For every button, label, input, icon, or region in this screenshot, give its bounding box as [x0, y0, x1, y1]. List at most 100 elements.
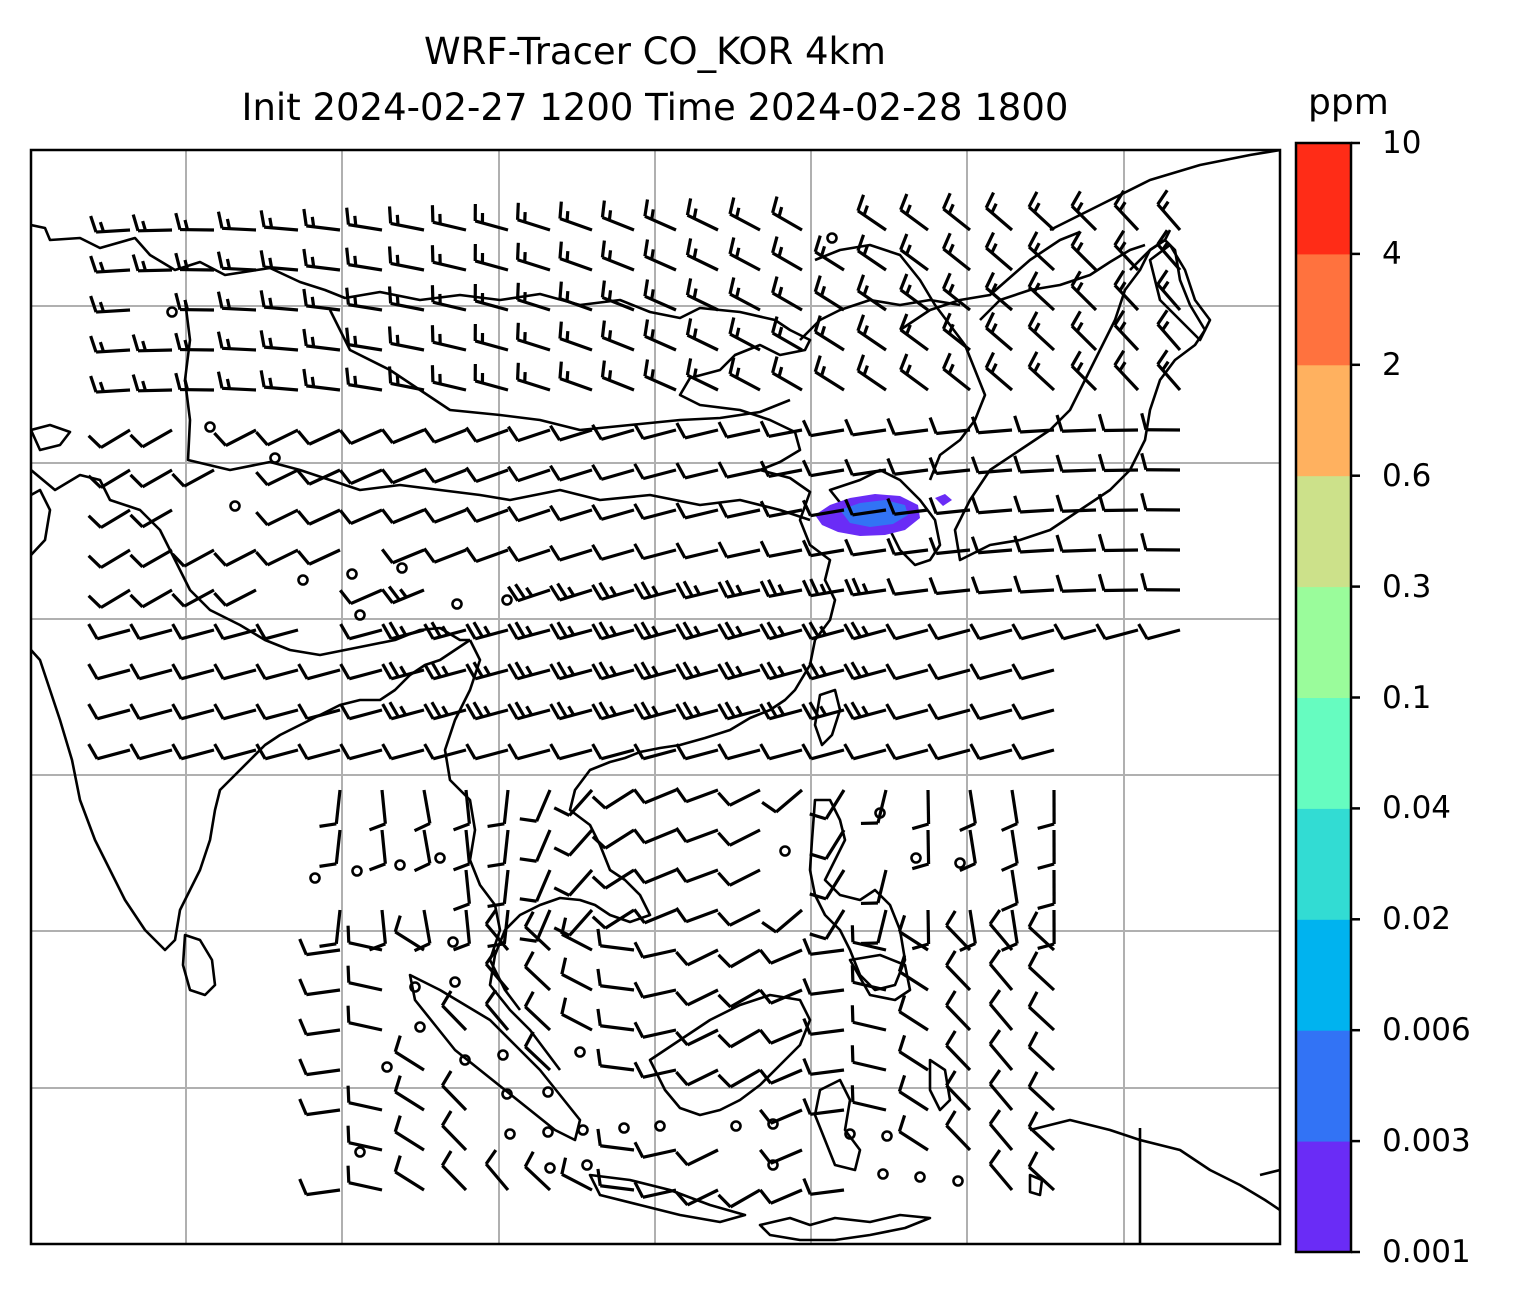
wind-barb	[558, 281, 593, 312]
wind-barb	[440, 990, 468, 1032]
calm-wind-marker	[459, 1054, 471, 1066]
coastline-misc	[31, 423, 72, 556]
wind-barb	[850, 965, 887, 992]
coastline-mindanao	[848, 953, 912, 1002]
wind-barb	[515, 322, 551, 352]
wind-barb	[685, 358, 719, 392]
wind-barb	[591, 828, 635, 850]
wind-barb	[1156, 229, 1182, 272]
wind-barb	[758, 1028, 803, 1045]
wind-barb	[338, 468, 383, 486]
wind-barb	[1013, 455, 1055, 474]
wind-barb	[591, 423, 635, 441]
wind-barb	[801, 539, 845, 558]
wind-barb	[368, 829, 387, 872]
calm-wind-marker	[542, 1086, 554, 1098]
wind-barb	[381, 661, 425, 681]
wind-barb	[216, 291, 257, 312]
wind-barb	[464, 546, 509, 564]
wind-barb	[591, 621, 635, 641]
wind-barb	[1037, 829, 1056, 870]
wind-barb	[675, 988, 719, 1007]
wind-barb	[255, 468, 299, 487]
wind-barb	[1070, 270, 1098, 312]
wind-barb	[633, 423, 677, 441]
wind-barb	[171, 703, 215, 721]
wind-barb	[452, 789, 471, 832]
wind-barb	[523, 950, 552, 992]
wind-barb	[802, 1057, 845, 1076]
wind-barb	[297, 548, 341, 566]
wind-barb	[759, 500, 803, 519]
wind-barb	[297, 468, 341, 486]
colorbar-segment	[1296, 697, 1351, 809]
wind-barb	[596, 928, 635, 952]
wind-barb	[507, 583, 551, 603]
wind-barb	[674, 787, 719, 804]
wind-barb	[758, 988, 803, 1005]
wind-barb	[255, 508, 299, 527]
wind-barb	[319, 909, 342, 948]
wind-barb	[945, 910, 972, 952]
coastline-okhotsk	[899, 230, 1081, 332]
wind-barb	[393, 915, 425, 952]
calm-wind-marker	[434, 852, 446, 864]
wind-barb	[387, 246, 425, 272]
wind-barb	[675, 743, 719, 761]
wind-barb	[759, 743, 803, 761]
calm-wind-marker	[826, 232, 838, 244]
wind-barb	[801, 661, 845, 681]
wind-barb	[643, 239, 677, 272]
wind-barb	[553, 788, 594, 817]
calm-wind-marker	[394, 859, 406, 871]
wind-barb	[422, 547, 467, 564]
calm-wind-marker	[354, 1146, 366, 1158]
colorbar-tick-label: 0.003	[1382, 1123, 1471, 1160]
calm-wind-marker	[767, 1159, 779, 1171]
wind-barb	[422, 467, 467, 484]
wind-barb	[728, 317, 761, 352]
wind-barb	[633, 1021, 677, 1039]
wind-barb	[633, 543, 677, 561]
wind-barb	[633, 621, 677, 641]
wind-barb	[675, 621, 719, 641]
wind-barb	[1097, 573, 1139, 593]
wind-barb	[600, 200, 635, 232]
wind-barb	[523, 990, 552, 1032]
wind-barb	[886, 417, 929, 436]
wind-barb	[129, 468, 173, 489]
wind-barb	[813, 355, 845, 392]
calm-wind-marker	[309, 872, 321, 884]
wind-barb	[596, 1008, 635, 1032]
wind-barb	[1070, 230, 1098, 272]
wind-barb	[515, 242, 551, 272]
wind-barb	[969, 623, 1013, 641]
wind-barb	[302, 328, 341, 352]
wind-barb	[717, 743, 761, 761]
wind-barb	[899, 273, 929, 312]
wind-barb	[717, 908, 761, 927]
wind-barb	[1027, 351, 1056, 392]
wind-barb	[129, 428, 173, 449]
wind-barb	[171, 623, 215, 641]
coastline-indochina	[443, 639, 522, 1011]
wind-barb	[600, 280, 635, 312]
calm-wind-marker	[297, 574, 309, 586]
wind-barb	[717, 579, 761, 599]
coastline-java	[588, 1173, 747, 1224]
wind-barb	[465, 661, 509, 681]
wind-barb	[1113, 229, 1140, 272]
wind-barb	[302, 288, 341, 312]
wind-barb	[717, 421, 761, 439]
wind-barb	[129, 508, 173, 529]
wind-barb	[844, 458, 887, 477]
wind-barb	[298, 978, 341, 997]
wind-barb	[380, 548, 425, 565]
wind-barb	[302, 248, 341, 272]
wind-barb	[473, 203, 509, 232]
tracer-plume-fragment	[935, 494, 952, 506]
wind-barb	[988, 1069, 1014, 1112]
wind-barb	[801, 578, 845, 598]
wind-barb	[255, 663, 299, 681]
calm-wind-marker	[618, 1122, 630, 1134]
